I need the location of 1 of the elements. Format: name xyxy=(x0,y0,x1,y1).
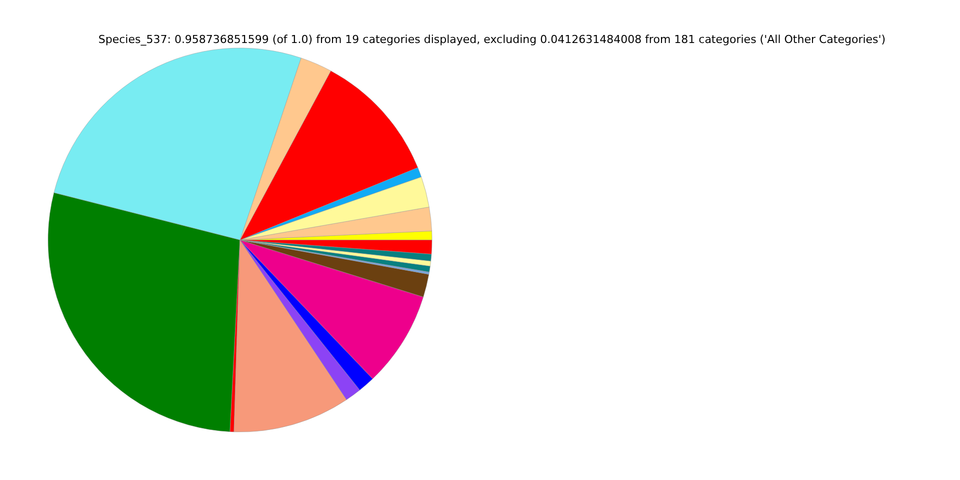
text: Species_537: 0.958736851599 (of 1.0) from 19 categories displayed, excluding 0.0412631484008 from 181 categories ('All Other Categories') xyxy=(98,33,886,46)
